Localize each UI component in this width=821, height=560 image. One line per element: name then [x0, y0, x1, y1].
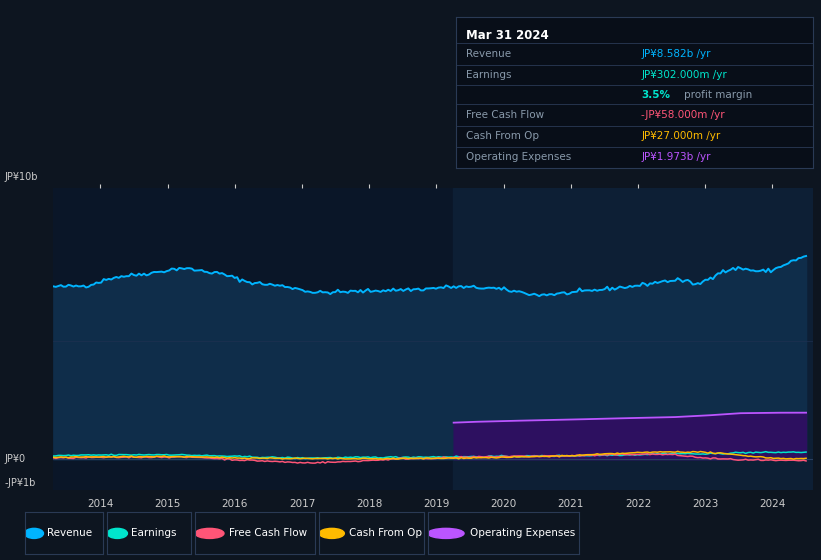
Text: Operating Expenses: Operating Expenses: [470, 529, 576, 538]
Text: -JP¥58.000m /yr: -JP¥58.000m /yr: [641, 110, 725, 120]
Text: Cash From Op: Cash From Op: [349, 529, 421, 538]
Text: profit margin: profit margin: [684, 90, 753, 100]
Text: JP¥1.973b /yr: JP¥1.973b /yr: [641, 152, 711, 162]
Circle shape: [25, 529, 44, 539]
Text: Free Cash Flow: Free Cash Flow: [466, 110, 544, 120]
Circle shape: [428, 529, 464, 539]
Text: 3.5%: 3.5%: [641, 90, 671, 100]
Circle shape: [319, 529, 344, 539]
Text: Operating Expenses: Operating Expenses: [466, 152, 571, 162]
Circle shape: [108, 529, 127, 539]
Circle shape: [195, 529, 224, 539]
Text: JP¥10b: JP¥10b: [4, 172, 38, 182]
Text: Cash From Op: Cash From Op: [466, 131, 539, 141]
Text: Earnings: Earnings: [466, 70, 511, 80]
Text: Revenue: Revenue: [466, 49, 511, 59]
Text: JP¥0: JP¥0: [4, 454, 25, 464]
Text: JP¥8.582b /yr: JP¥8.582b /yr: [641, 49, 711, 59]
Bar: [453, 188, 813, 490]
Text: JP¥27.000m /yr: JP¥27.000m /yr: [641, 131, 721, 141]
Text: JP¥302.000m /yr: JP¥302.000m /yr: [641, 70, 727, 80]
Text: -JP¥1b: -JP¥1b: [4, 478, 35, 488]
Text: Revenue: Revenue: [47, 529, 92, 538]
Text: Mar 31 2024: Mar 31 2024: [466, 29, 549, 42]
Text: Earnings: Earnings: [131, 529, 177, 538]
Text: Free Cash Flow: Free Cash Flow: [229, 529, 307, 538]
